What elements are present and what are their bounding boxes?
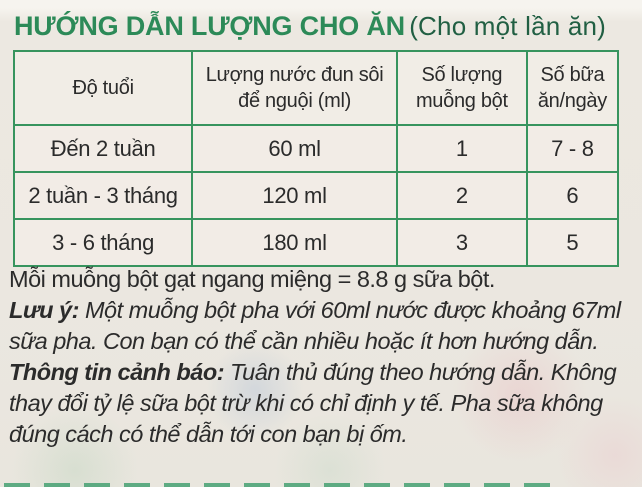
table-header-row: Độ tuổi Lượng nước đun sôi để nguội (ml)… (12, 50, 620, 126)
header-age: Độ tuổi (12, 50, 194, 126)
cell-age: 3 - 6 tháng (12, 218, 194, 267)
feeding-amount-table: Độ tuổi Lượng nước đun sôi để nguội (ml)… (12, 50, 620, 267)
table-row: 2 tuần - 3 tháng 120 ml 2 6 (12, 171, 620, 220)
cell-scoops: 2 (395, 171, 528, 220)
usage-note-label: Lưu ý: (9, 297, 79, 323)
header-scoop-count: Số lượng muỗng bột (395, 50, 528, 126)
warning-note-label: Thông tin cảnh báo: (9, 359, 225, 385)
cell-meals: 6 (525, 171, 620, 220)
usage-note: Lưu ý: Một muỗng bột pha với 60ml nước đ… (9, 295, 639, 357)
table-row: Đến 2 tuần 60 ml 1 7 - 8 (12, 124, 620, 173)
cell-scoops: 3 (395, 218, 528, 267)
cell-age: 2 tuần - 3 tháng (12, 171, 194, 220)
cell-water: 60 ml (191, 124, 398, 173)
cell-age: Đến 2 tuần (12, 124, 194, 173)
scoop-note: Mỗi muỗng bột gạt ngang miệng = 8.8 g sữ… (9, 266, 495, 292)
warning-note-text: Tuân thủ đúng theo hướng dẫn. Không thay… (9, 359, 617, 447)
cell-water: 180 ml (191, 218, 398, 267)
table-row: 3 - 6 tháng 180 ml 3 5 (12, 218, 620, 267)
cell-scoops: 1 (395, 124, 528, 173)
title-sub: (Cho một lần ăn) (409, 11, 607, 41)
notes-block: Mỗi muỗng bột gạt ngang miệng = 8.8 g sữ… (9, 264, 639, 450)
header-water-amount: Lượng nước đun sôi để nguội (ml) (191, 50, 398, 126)
feeding-guide-title: HƯỚNG DẪN LƯỢNG CHO ĂN (Cho một lần ăn) (14, 11, 634, 42)
cell-meals: 5 (525, 218, 620, 267)
header-meals-per-day: Số bữa ăn/ngày (525, 50, 620, 126)
cell-meals: 7 - 8 (525, 124, 620, 173)
title-main: HƯỚNG DẪN LƯỢNG CHO ĂN (14, 11, 405, 41)
usage-note-text: Một muỗng bột pha với 60ml nước được kho… (9, 297, 621, 354)
bottom-dashed-divider (4, 483, 564, 487)
cell-water: 120 ml (191, 171, 398, 220)
warning-note: Thông tin cảnh báo: Tuân thủ đúng theo h… (9, 357, 639, 450)
